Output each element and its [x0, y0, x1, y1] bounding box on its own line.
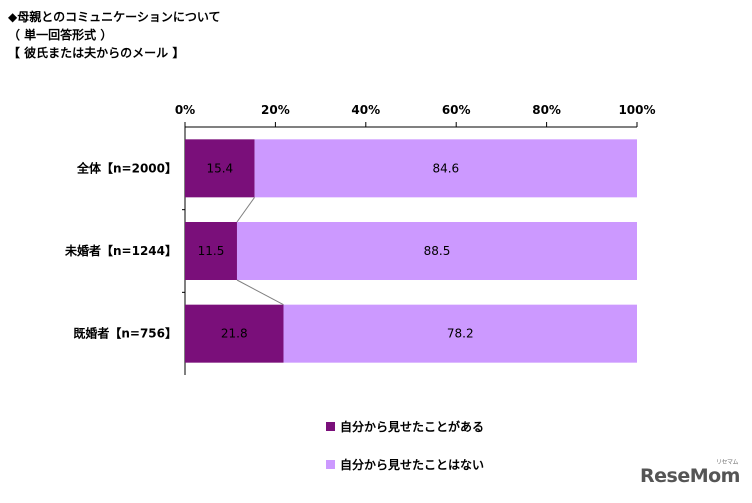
chart-subtitle-topic: 【 彼氏または夫からのメール 】: [8, 46, 185, 60]
legend-swatch-series-2: [326, 459, 335, 469]
legend-label-series-1: 自分から見せたことがある: [340, 419, 485, 434]
data-label: 21.8: [221, 327, 248, 341]
legend-swatch-series-1: [326, 421, 335, 431]
bar-segment: [254, 139, 637, 198]
legend-item-series-2: 自分から見せたことはない: [326, 456, 484, 472]
logo-subtext: リセマム: [715, 459, 739, 466]
data-label: 15.4: [206, 161, 233, 175]
x-tick-label: 100%: [618, 103, 655, 117]
data-label: 11.5: [198, 244, 225, 258]
chart-subtitle-format: （ 単一回答形式 ）: [8, 28, 113, 42]
x-tick-label: 80%: [532, 103, 561, 117]
series-connector-line: [236, 279, 284, 306]
bar-segment: [185, 304, 284, 363]
x-tick-label: 20%: [261, 103, 290, 117]
x-tick-label: 0%: [175, 103, 195, 117]
bar-segment: [185, 139, 255, 198]
chart-title: ◆母親とのコミュニケーションについて: [8, 10, 221, 24]
x-tick-label: 40%: [351, 103, 380, 117]
resemom-logo: ReseMom リセマム: [640, 459, 740, 487]
legend: 自分から見せたことがある 自分から見せたことはない: [326, 418, 484, 494]
legend-item-series-1: 自分から見せたことがある: [326, 418, 484, 434]
series-connector-line: [236, 197, 256, 223]
category-label: 未婚者【n=1244】: [64, 243, 177, 258]
category-label: 既婚者【n=756】: [73, 326, 177, 341]
logo-text: ReseMom: [640, 465, 740, 487]
data-label: 78.2: [447, 327, 474, 341]
x-tick-label: 60%: [442, 103, 471, 117]
category-label: 全体【n=2000】: [76, 160, 177, 175]
legend-label-series-2: 自分から見せたことはない: [340, 457, 485, 472]
bar-segment: [236, 222, 638, 280]
bar-segment: [283, 304, 637, 363]
bar-segment: [185, 222, 237, 280]
chart-title-block: ◆母親とのコミュニケーションについて （ 単一回答形式 ） 【 彼氏または夫から…: [8, 8, 221, 62]
data-label: 88.5: [424, 244, 451, 258]
data-label: 84.6: [432, 161, 459, 175]
